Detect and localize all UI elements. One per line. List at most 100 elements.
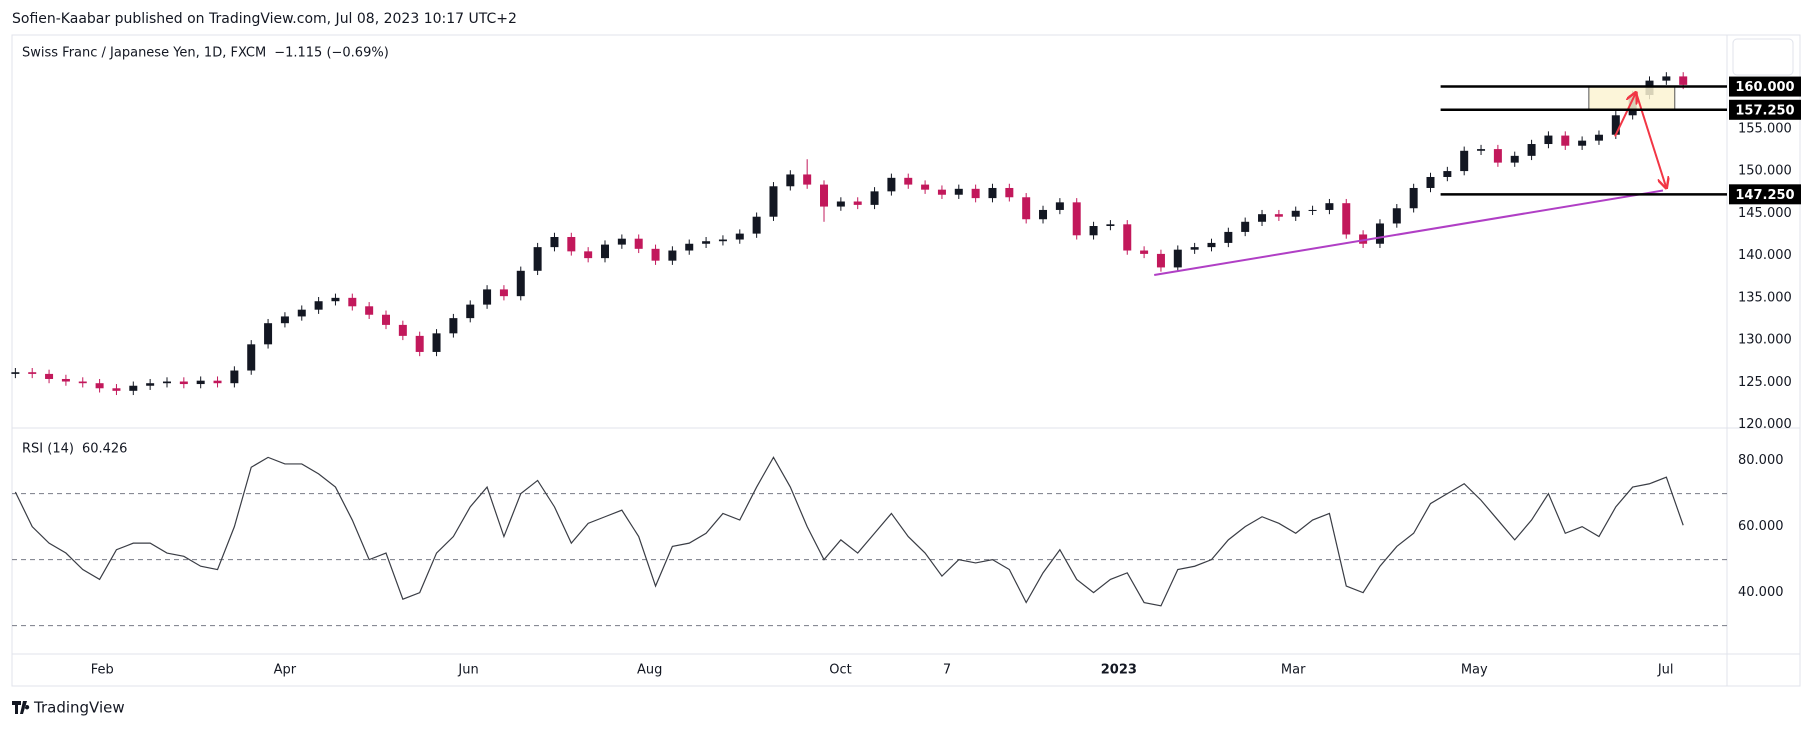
- candle-body: [971, 188, 980, 199]
- y-tick-label: 130.000: [1738, 333, 1792, 348]
- candle-body: [112, 388, 121, 391]
- candle-body: [1493, 149, 1502, 163]
- candle-body: [1325, 203, 1334, 210]
- candle-body: [179, 381, 188, 385]
- candle-body: [95, 383, 104, 389]
- candle-body: [1308, 209, 1317, 211]
- candle-body: [1460, 150, 1469, 172]
- candle-body: [247, 344, 256, 371]
- candle-body: [348, 297, 357, 307]
- level-label: 157.250: [1735, 103, 1794, 118]
- candle-body: [1510, 155, 1519, 163]
- candle-body: [1207, 242, 1216, 248]
- candle-body: [1544, 135, 1553, 145]
- candle-body: [381, 314, 390, 325]
- candle-body: [314, 301, 323, 310]
- candle-body: [1477, 149, 1486, 151]
- candle-body: [1241, 221, 1250, 232]
- y-tick-label: 150.000: [1738, 164, 1792, 179]
- candle-body: [365, 306, 374, 315]
- highlight-box: [1588, 86, 1676, 111]
- candle-body: [1258, 214, 1267, 222]
- candle-body: [1005, 187, 1014, 198]
- candle-body: [1291, 210, 1300, 217]
- candle-body: [1089, 226, 1098, 236]
- candle-body: [820, 184, 829, 207]
- level-label-box: [1729, 76, 1801, 97]
- candle-body: [954, 188, 963, 195]
- y-tick-label: 135.000: [1738, 290, 1792, 305]
- candle-body: [533, 247, 542, 271]
- x-tick-label: Apr: [274, 663, 297, 678]
- candle-body: [415, 335, 424, 352]
- rsi-legend-value: 60.426: [82, 442, 128, 457]
- arrow: [1614, 92, 1636, 137]
- candle-body: [567, 236, 576, 252]
- candle-body: [146, 383, 155, 386]
- candle-body: [1055, 202, 1064, 210]
- candle-body: [1578, 140, 1587, 146]
- x-tick-label: Oct: [829, 663, 851, 678]
- candle-body: [432, 333, 441, 352]
- candle-body: [196, 380, 205, 385]
- candle-body: [1039, 209, 1048, 220]
- toolbar-button[interactable]: [1732, 38, 1794, 76]
- candle-body: [1594, 134, 1603, 141]
- y-tick-label: 80.000: [1738, 453, 1784, 468]
- candle-body: [1224, 231, 1233, 243]
- candle-body: [449, 318, 458, 334]
- candle-body: [752, 216, 761, 234]
- candle-body: [584, 251, 593, 259]
- candle-body: [668, 250, 677, 261]
- x-tick-label: Mar: [1281, 663, 1306, 678]
- y-tick-label: 125.000: [1738, 375, 1792, 390]
- footer-brand: TradingView: [33, 699, 125, 717]
- x-tick-label: 2023: [1101, 663, 1137, 678]
- header: Sofien-Kaabar published on TradingView.c…: [12, 11, 517, 27]
- candle-body: [887, 177, 896, 192]
- arrow: [1635, 92, 1666, 188]
- candle-body: [870, 191, 879, 205]
- candle-body: [45, 373, 54, 379]
- logo: [12, 701, 30, 714]
- candle-body: [516, 270, 525, 297]
- candle-body: [1106, 224, 1115, 227]
- candle-body: [1561, 135, 1570, 146]
- candle-body: [1190, 247, 1199, 250]
- candle-body: [1611, 115, 1620, 135]
- y-tick-label: 155.000: [1738, 121, 1792, 136]
- candle-body: [1443, 171, 1452, 177]
- candle-body: [786, 174, 795, 187]
- candle-body: [1375, 223, 1384, 244]
- candle-body: [11, 372, 20, 374]
- candle-body: [1662, 76, 1671, 81]
- candle-body: [1426, 176, 1435, 188]
- legend-change: −1.115 (−0.69%): [274, 46, 389, 61]
- candle-body: [1527, 144, 1536, 156]
- candle-body: [769, 186, 778, 217]
- candle-body: [634, 238, 643, 249]
- candle-body: [836, 201, 845, 207]
- candle-body: [1409, 187, 1418, 209]
- candle-body: [988, 187, 997, 199]
- x-tick-label: Jul: [1657, 663, 1674, 678]
- frame: [11, 34, 1801, 687]
- candle-body: [904, 177, 913, 185]
- candle-body: [803, 174, 812, 185]
- candle-body: [550, 236, 559, 248]
- candle-body: [937, 189, 946, 195]
- y-tick-label: 120.000: [1738, 417, 1792, 432]
- candle-body: [28, 372, 37, 374]
- candle-body: [1123, 224, 1132, 251]
- candle-body: [483, 289, 492, 305]
- candle-body: [853, 201, 862, 205]
- candle-body: [1140, 250, 1149, 254]
- x-tick-label: May: [1461, 663, 1488, 678]
- candle-body: [398, 324, 407, 336]
- candle-body: [1392, 208, 1401, 224]
- candle-body: [499, 289, 508, 297]
- rsi-legend-name: RSI (14): [22, 442, 74, 457]
- candle-body: [213, 380, 222, 384]
- legend-title: Swiss Franc / Japanese Yen, 1D, FXCM: [22, 46, 266, 61]
